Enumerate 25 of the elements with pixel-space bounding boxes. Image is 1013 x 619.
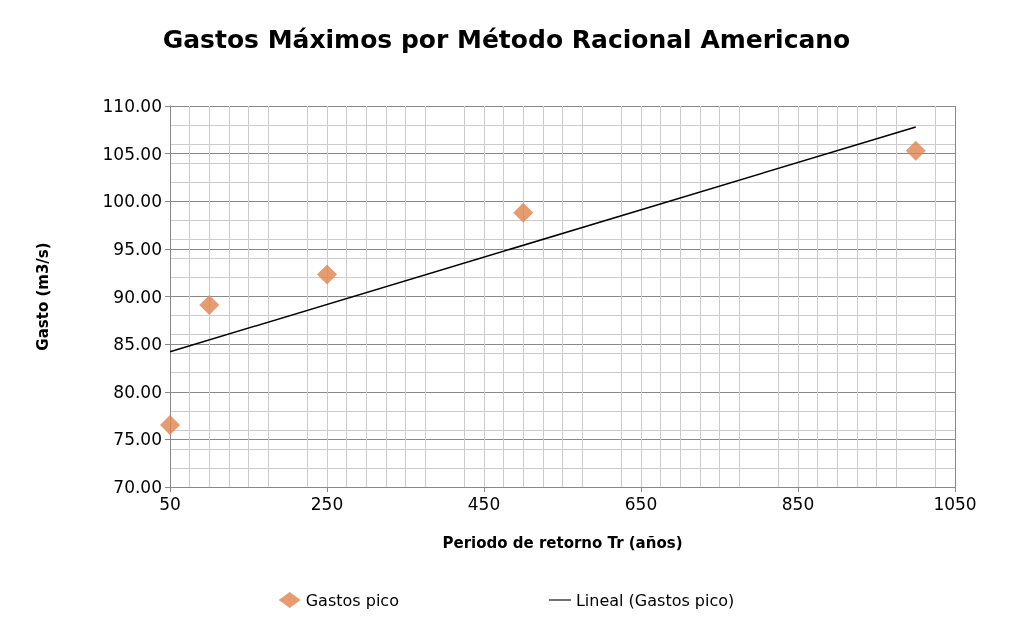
legend-label: Gastos pico xyxy=(305,590,399,610)
y-tick-label: 95.00 xyxy=(113,238,162,259)
x-tick-label: 250 xyxy=(310,493,344,514)
point xyxy=(905,140,926,161)
x-axis-title: Periodo de retorno Tr (años) xyxy=(442,533,683,552)
y-tick-label: 70.00 xyxy=(113,477,162,497)
x-tick-label: 850 xyxy=(781,493,815,514)
x-tick-label: 50 xyxy=(159,493,181,514)
x-tick-label: 1050 xyxy=(933,493,977,514)
y-tick-label: 110.00 xyxy=(102,96,162,116)
point xyxy=(199,295,220,316)
x-tick-label: 650 xyxy=(624,493,658,514)
y-tick-label: 85.00 xyxy=(113,334,162,355)
y-tick-label: 75.00 xyxy=(113,429,162,450)
y-tick-label: 90.00 xyxy=(113,286,162,307)
chart-title: Gastos Máximos por Método Racional Americano xyxy=(162,25,851,54)
legend-label: Lineal (Gastos pico) xyxy=(575,590,735,610)
y-tick-label: 100.00 xyxy=(102,191,162,212)
x-tick-label: 450 xyxy=(467,493,501,514)
y-tick-label: 105.00 xyxy=(102,143,162,164)
y-axis-title: Gasto (m3/s) xyxy=(33,242,52,351)
point xyxy=(317,264,337,285)
y-tick-label: 80.00 xyxy=(113,381,162,402)
point xyxy=(160,415,180,436)
point xyxy=(513,202,534,223)
